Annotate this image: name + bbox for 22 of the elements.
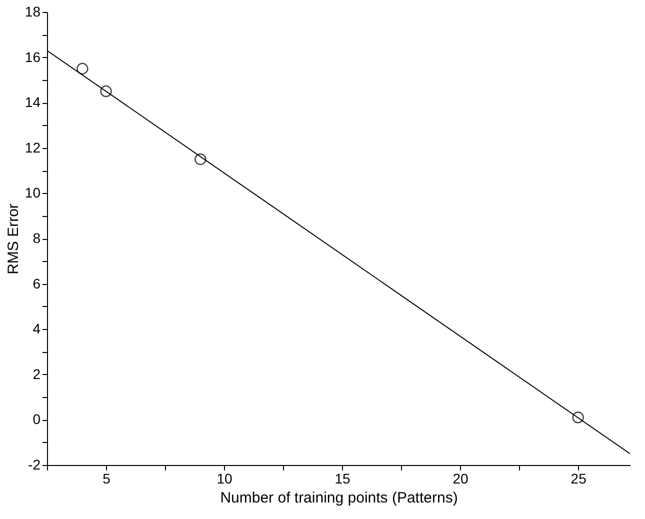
y-tick-label: 10 — [24, 184, 41, 201]
point — [100, 85, 112, 98]
x-tick-label: 25 — [570, 470, 587, 486]
y-tick-label: 12 — [24, 139, 41, 156]
x-axis-title: Number of training points (Patterns) — [220, 490, 458, 506]
y-tick-label: 6 — [32, 275, 41, 292]
y-tick-label: 2 — [32, 366, 41, 382]
x-tick-label: 20 — [452, 470, 469, 486]
y-tick-label: 18 — [24, 4, 41, 20]
point — [194, 153, 206, 166]
x-tick-label: 5 — [102, 470, 111, 486]
point — [572, 412, 584, 424]
x-tick-label: 15 — [334, 470, 351, 486]
y-tick-label: 14 — [24, 94, 41, 110]
y-tick-label: -2 — [28, 456, 41, 472]
x-tick-label: 10 — [216, 470, 233, 486]
y-tick-label: 16 — [24, 48, 41, 65]
y-tick-label: 0 — [32, 411, 41, 428]
y-tick-label: 4 — [32, 320, 41, 337]
y-axis-title: RMS Error — [4, 204, 22, 274]
point — [76, 62, 88, 75]
y-tick-label: 8 — [32, 230, 41, 246]
